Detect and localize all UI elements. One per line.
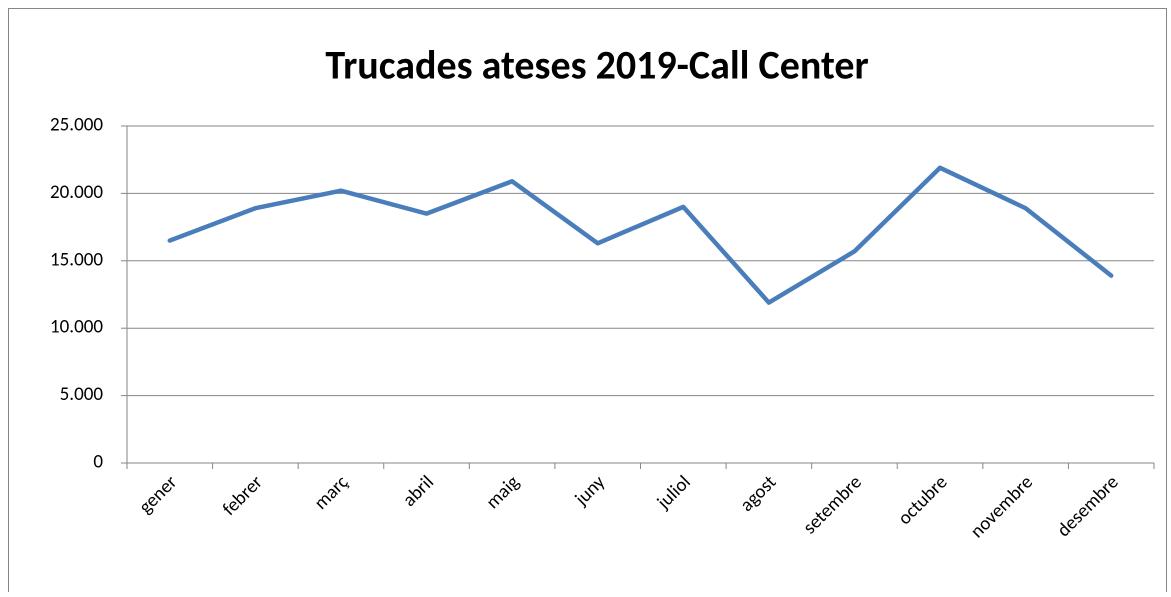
y-tick-label: 15.000 bbox=[50, 248, 103, 271]
y-tick-label: 0 bbox=[93, 451, 103, 474]
y-tick-label: 20.000 bbox=[50, 181, 103, 204]
y-tick-label: 10.000 bbox=[50, 316, 103, 339]
y-tick-label: 25.000 bbox=[50, 114, 103, 137]
line-series bbox=[167, 165, 1114, 305]
chart-border bbox=[8, 8, 1167, 597]
chart-title: Trucades ateses 2019-Call Center bbox=[325, 41, 868, 90]
y-tick-label: 5.000 bbox=[60, 383, 104, 406]
